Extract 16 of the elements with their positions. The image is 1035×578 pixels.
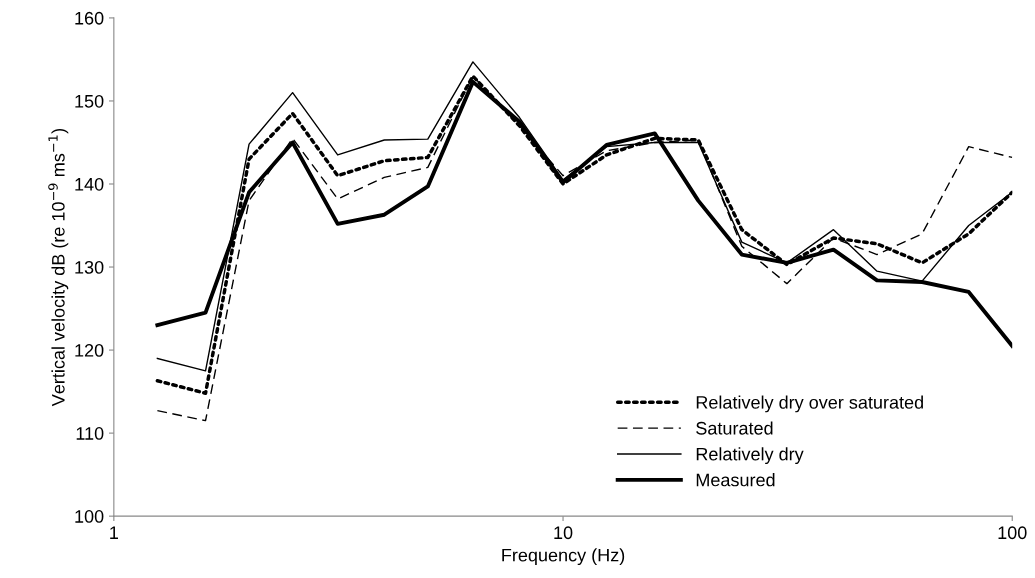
y-tick-label: 160: [75, 11, 104, 25]
legend-label: Saturated: [696, 421, 773, 435]
y-tick-label: 120: [75, 344, 104, 357]
y-tick-label: 100: [75, 510, 104, 523]
y-tick-label: 130: [75, 260, 104, 274]
y-tick-label: 150: [75, 94, 104, 108]
x-tick-label: 10: [554, 526, 573, 540]
x-tick-label: 100: [998, 526, 1027, 540]
legend-label: Relatively dry: [696, 447, 804, 465]
x-axis-title: Frequency (Hz): [502, 548, 625, 566]
legend-label: Measured: [696, 473, 775, 487]
x-tick-label: 1: [110, 526, 118, 539]
y-tick-label: 110: [76, 427, 104, 440]
y-tick-label: 140: [75, 177, 104, 191]
y-axis-title: Vertical velocity dB (re 10$^{−9}$ ms$^{−1}$): [48, 128, 69, 407]
legend-label: Relatively dry over saturated: [696, 395, 923, 413]
